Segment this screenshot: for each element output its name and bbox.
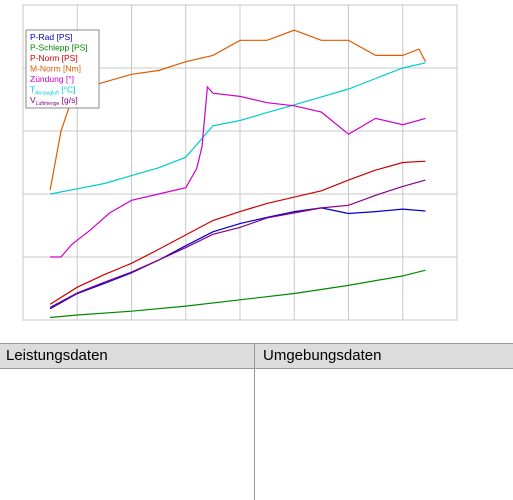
series-line bbox=[50, 269, 426, 319]
legend-entry: Zündung [°] bbox=[30, 74, 74, 84]
series-line bbox=[49, 179, 426, 308]
legend-text: V bbox=[30, 95, 36, 105]
leistung-title: Leistungsdaten bbox=[6, 347, 108, 364]
series-line bbox=[49, 207, 426, 310]
legend-subscript: Ansaugluft bbox=[35, 91, 59, 97]
panel-divider bbox=[254, 343, 255, 500]
series-line bbox=[50, 85, 426, 258]
legend-subscript: Luftmenge bbox=[36, 101, 60, 107]
umgebung-header: Umgebungsdaten bbox=[255, 343, 513, 369]
legend-text: M-Norm [Nm] bbox=[30, 64, 81, 74]
legend-text: T bbox=[30, 85, 35, 95]
series-line bbox=[49, 62, 426, 195]
chart-legend: P-Rad [PS]P-Schlepp [PS]P-Norm [PS]M-Nor… bbox=[25, 29, 100, 109]
legend-box bbox=[25, 29, 100, 109]
legend-suffix: [°C] bbox=[59, 85, 76, 95]
legend-text: P-Norm [PS] bbox=[30, 53, 78, 63]
chart-series bbox=[49, 29, 427, 319]
legend-suffix: [g/s] bbox=[59, 95, 77, 105]
legend-entry: P-Norm [PS] bbox=[30, 53, 78, 63]
legend-entry: TAnsaugluft [°C] bbox=[30, 85, 75, 97]
legend-text: P-Schlepp [PS] bbox=[30, 43, 88, 53]
legend-entry: P-Rad [PS] bbox=[30, 32, 73, 42]
power-chart: P-Rad [PS]P-Schlepp [PS]P-Norm [PS]M-Nor… bbox=[22, 4, 458, 321]
legend-entry: M-Norm [Nm] bbox=[30, 64, 81, 74]
legend-text: P-Rad [PS] bbox=[30, 32, 73, 42]
legend-entry: P-Schlepp [PS] bbox=[30, 43, 88, 53]
series-line bbox=[49, 160, 426, 305]
umgebung-title: Umgebungsdaten bbox=[263, 347, 382, 364]
legend-entry: VLuftmenge [g/s] bbox=[30, 95, 78, 107]
legend-text: Zündung [°] bbox=[30, 74, 74, 84]
leistung-header: Leistungsdaten bbox=[0, 343, 254, 369]
